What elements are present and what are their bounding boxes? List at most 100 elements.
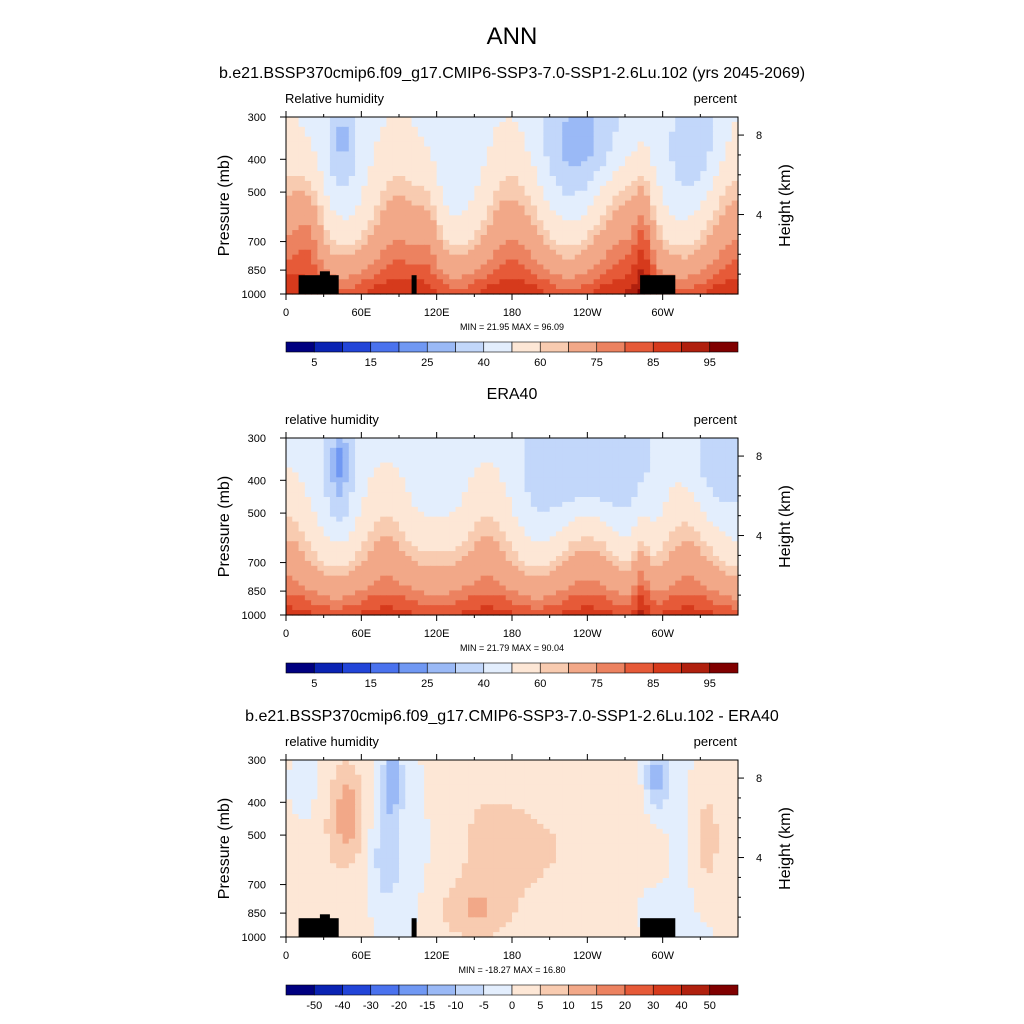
field-cell bbox=[518, 487, 526, 493]
field-cell bbox=[329, 131, 337, 138]
y2-tick-label: 4 bbox=[756, 210, 762, 222]
field-cell bbox=[606, 531, 614, 537]
field-cell bbox=[719, 235, 727, 241]
field-cell bbox=[518, 220, 526, 226]
field-cell bbox=[518, 205, 526, 212]
field-cell bbox=[562, 447, 570, 454]
field-cell bbox=[530, 501, 538, 508]
field-cell bbox=[587, 457, 595, 464]
field-cell bbox=[618, 239, 626, 246]
field-cell bbox=[625, 585, 632, 592]
field-cell bbox=[298, 467, 306, 474]
field-cell bbox=[662, 180, 670, 187]
field-cell bbox=[581, 521, 588, 528]
field-cell bbox=[606, 482, 614, 488]
field-cell bbox=[662, 244, 670, 251]
field-cell bbox=[543, 215, 551, 221]
field-cell bbox=[675, 264, 683, 271]
x-tick-label: 120W bbox=[573, 307, 602, 319]
field-cell bbox=[568, 161, 576, 167]
field-cell bbox=[380, 254, 388, 261]
field-cell bbox=[581, 195, 588, 202]
field-cell bbox=[587, 551, 595, 557]
field-cell bbox=[505, 565, 513, 572]
field-cell bbox=[518, 511, 526, 518]
field-cell bbox=[336, 141, 344, 148]
field-cell bbox=[518, 126, 526, 133]
field-cell bbox=[512, 570, 519, 577]
field-cell bbox=[712, 511, 720, 518]
field-cell bbox=[424, 531, 431, 537]
field-cell bbox=[373, 284, 381, 290]
field-cell bbox=[562, 161, 570, 167]
field-cell bbox=[399, 457, 406, 464]
field-cell bbox=[543, 487, 551, 493]
field-cell bbox=[706, 442, 714, 449]
field-cell bbox=[612, 156, 620, 162]
field-cell bbox=[675, 269, 683, 275]
field-cell bbox=[625, 279, 632, 285]
field-cell bbox=[386, 506, 394, 513]
field-cell bbox=[304, 541, 312, 547]
field-cell bbox=[694, 126, 701, 133]
field-cell bbox=[405, 176, 413, 182]
field-cell bbox=[694, 166, 701, 172]
field-cell bbox=[342, 274, 350, 280]
field-cell bbox=[361, 171, 369, 177]
field-cell bbox=[323, 487, 331, 493]
field-cell bbox=[449, 131, 457, 138]
field-cell bbox=[329, 462, 337, 469]
field-cell bbox=[323, 551, 331, 557]
field-cell bbox=[298, 136, 306, 143]
field-cell bbox=[461, 176, 469, 182]
field-cell bbox=[336, 447, 344, 454]
field-cell bbox=[461, 541, 469, 547]
field-cell bbox=[480, 531, 488, 537]
field-cell bbox=[380, 185, 388, 192]
field-cell bbox=[612, 230, 620, 236]
field-cell bbox=[449, 531, 457, 537]
field-cell bbox=[731, 511, 739, 518]
field-cell bbox=[625, 195, 632, 202]
field-cell bbox=[373, 536, 381, 542]
field-cell bbox=[694, 176, 701, 182]
field-cell bbox=[336, 585, 344, 592]
field-cell bbox=[581, 575, 588, 582]
field-cell bbox=[681, 121, 689, 128]
field-cell bbox=[367, 590, 375, 596]
field-cell bbox=[675, 171, 683, 177]
field-cell bbox=[612, 225, 620, 231]
field-cell bbox=[386, 531, 394, 537]
field-cell bbox=[373, 565, 381, 572]
field-cell bbox=[474, 442, 482, 449]
field-cell bbox=[694, 447, 701, 454]
field-cell bbox=[625, 117, 632, 123]
field-cell bbox=[436, 220, 444, 226]
field-cell bbox=[411, 205, 419, 212]
field-cell bbox=[493, 166, 501, 172]
field-cell bbox=[386, 141, 394, 148]
field-cell bbox=[637, 501, 645, 508]
field-cell bbox=[719, 151, 727, 157]
field-cell bbox=[405, 531, 413, 537]
field-cell bbox=[405, 195, 413, 202]
field-cell bbox=[625, 274, 632, 280]
field-cell bbox=[286, 235, 293, 241]
field-cell bbox=[392, 269, 400, 275]
field-cell bbox=[392, 117, 400, 123]
field-cell bbox=[675, 526, 683, 533]
field-cell bbox=[668, 156, 676, 162]
field-cell bbox=[650, 220, 657, 226]
field-cell bbox=[530, 171, 538, 177]
colorbar: 5 15 25 40 60 75 85 95 bbox=[285, 341, 739, 369]
field-cell bbox=[298, 195, 306, 202]
field-cell bbox=[662, 521, 670, 528]
field-cell bbox=[355, 176, 362, 182]
field-cell bbox=[706, 497, 714, 503]
field-cell bbox=[417, 442, 425, 449]
field-cell bbox=[524, 279, 532, 285]
field-cell bbox=[656, 536, 664, 542]
field-cell bbox=[581, 506, 588, 513]
field-cell bbox=[480, 546, 488, 552]
field-cell bbox=[311, 442, 318, 449]
